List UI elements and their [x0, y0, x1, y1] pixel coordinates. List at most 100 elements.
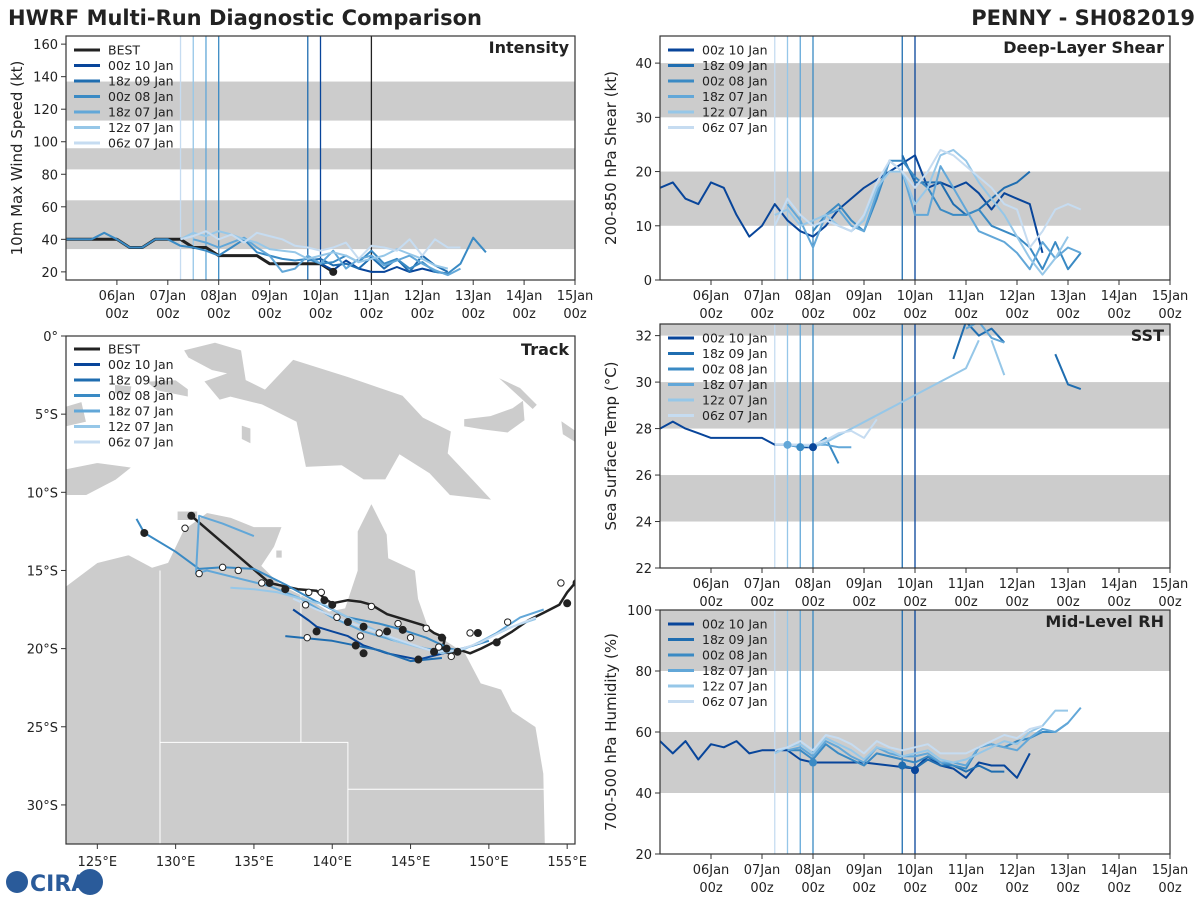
cira-logo: CIRA	[6, 869, 103, 897]
sst-x-tick-hour: 00z	[801, 595, 825, 610]
shear-plot-area	[660, 36, 1170, 280]
rh-y-tick-label: 40	[635, 787, 652, 802]
track-position-marker	[492, 638, 501, 647]
track-position-marker	[265, 578, 274, 587]
shear-x-tick-day: 11Jan	[948, 289, 985, 304]
sst-legend-label: 18z 07 Jan	[702, 377, 768, 392]
rh-x-tick-day: 13Jan	[1050, 863, 1087, 878]
track-y-tick-label: 30°S	[27, 799, 58, 814]
sst-series-line	[952, 324, 1006, 360]
rh-marker	[911, 766, 919, 775]
sst-legend-label: 00z 08 Jan	[702, 362, 768, 377]
rh-x-tick-day: 08Jan	[795, 863, 832, 878]
track-map-area	[66, 336, 575, 844]
rh-legend-label: 06z 07 Jan	[702, 694, 768, 709]
intensity-x-tick-day: 07Jan	[150, 289, 187, 304]
sst-y-label: Sea Surface Temp (°C)	[602, 361, 620, 530]
shear-title: Deep-Layer Shear	[1003, 38, 1164, 57]
intensity-legend-label: 12z 07 Jan	[108, 120, 174, 135]
track-forecast-marker	[195, 569, 203, 578]
seram-island	[144, 379, 189, 398]
track-position-marker	[563, 599, 572, 608]
rh-y-tick-label: 20	[635, 848, 652, 863]
track-forecast-marker	[218, 563, 227, 572]
track-position-marker	[359, 649, 368, 658]
track-y-tick-label: 25°S	[27, 721, 58, 736]
new-ireland-island	[496, 376, 538, 411]
intensity-x-tick-hour: 00z	[207, 307, 231, 322]
rh-x-tick-day: 07Jan	[744, 863, 781, 878]
intensity-series-line	[66, 231, 487, 275]
sst-x-tick-hour: 00z	[852, 595, 876, 610]
rh-y-tick-label: 60	[635, 726, 652, 741]
rh-x-tick-hour: 00z	[903, 881, 927, 896]
rh-legend-label: 12z 07 Jan	[702, 679, 768, 694]
track-position-marker	[430, 647, 439, 656]
new-guinea-landmass	[182, 341, 494, 501]
track-position-marker	[473, 628, 482, 637]
track-forecast-marker	[258, 579, 266, 587]
sst-x-tick-day: 06Jan	[693, 577, 730, 592]
intensity-legend-label: 00z 08 Jan	[108, 89, 174, 104]
new-britain-island	[463, 399, 526, 434]
figure-title: HWRF Multi-Run Diagnostic Comparison	[8, 6, 482, 30]
buru-island	[114, 384, 133, 396]
track-forecast-marker	[317, 588, 325, 597]
track-legend-label: 00z 10 Jan	[108, 357, 174, 372]
sst-x-tick-day: 14Jan	[1101, 577, 1138, 592]
rh-x-tick-day: 09Jan	[846, 863, 883, 878]
intensity-x-tick-day: 11Jan	[353, 289, 390, 304]
intensity-title: Intensity	[489, 38, 570, 57]
sst-x-tick-hour: 00z	[954, 595, 978, 610]
track-forecast-marker	[435, 643, 443, 651]
track-x-tick-label: 155°E	[547, 855, 587, 870]
sst-y-tick-label: 28	[635, 423, 652, 438]
intensity-x-tick-hour: 00z	[563, 307, 587, 322]
rh-marker	[898, 761, 907, 770]
shear-x-tick-day: 06Jan	[693, 289, 730, 304]
sst-series-line	[1054, 353, 1082, 391]
track-y-tick-label: 10°S	[27, 486, 58, 501]
track-forecast-marker	[301, 601, 310, 609]
shear-legend-label: 18z 07 Jan	[702, 89, 768, 104]
shear-x-tick-day: 09Jan	[846, 289, 883, 304]
rh-marker	[809, 758, 817, 767]
track-y-tick-label: 15°S	[27, 564, 58, 579]
intensity-y-tick-label: 160	[33, 38, 58, 53]
track-x-tick-label: 125°E	[78, 855, 118, 870]
intensity-series-line	[193, 236, 461, 277]
sst-plot-area	[660, 324, 1170, 568]
intensity-x-tick-day: 10Jan	[302, 289, 339, 304]
rh-x-tick-hour: 00z	[1056, 881, 1080, 896]
sst-x-tick-day: 11Jan	[948, 577, 985, 592]
shear-x-tick-hour: 00z	[954, 307, 978, 322]
track-forecast-marker	[234, 566, 242, 575]
shear-x-tick-hour: 00z	[1107, 307, 1131, 322]
track-legend-label: 00z 08 Jan	[108, 388, 174, 403]
rh-x-tick-hour: 00z	[750, 881, 774, 896]
track-legend-label: 12z 07 Jan	[108, 419, 174, 434]
shear-x-tick-day: 07Jan	[744, 289, 781, 304]
sst-x-tick-hour: 00z	[1107, 595, 1131, 610]
track-forecast-marker	[406, 633, 415, 642]
intensity-x-tick-hour: 00z	[309, 307, 333, 322]
intensity-x-tick-day: 14Jan	[506, 289, 543, 304]
sst-title: SST	[1131, 326, 1164, 345]
sst-x-tick-day: 08Jan	[795, 577, 832, 592]
intensity-x-tick-day: 12Jan	[404, 289, 441, 304]
shear-x-tick-hour: 00z	[699, 307, 723, 322]
shear-x-tick-hour: 00z	[801, 307, 825, 322]
sst-x-tick-day: 10Jan	[897, 577, 934, 592]
shear-x-tick-day: 08Jan	[795, 289, 832, 304]
rh-legend-label: 00z 10 Jan	[702, 617, 768, 632]
track-y-tick-label: 0°	[43, 330, 58, 345]
intensity-x-tick-day: 15Jan	[557, 289, 594, 304]
sst-y-tick-label: 30	[635, 376, 652, 391]
track-forecast-marker	[466, 629, 474, 637]
shear-x-tick-day: 14Jan	[1101, 289, 1138, 304]
track-series-line	[292, 608, 450, 661]
intensity-y-tick-label: 60	[41, 201, 58, 216]
track-panel: 125°E 130°E 135°E 140°E 145°E 150°E 155°E 0° 5°S…	[27, 330, 587, 870]
track-forecast-marker	[303, 633, 311, 642]
